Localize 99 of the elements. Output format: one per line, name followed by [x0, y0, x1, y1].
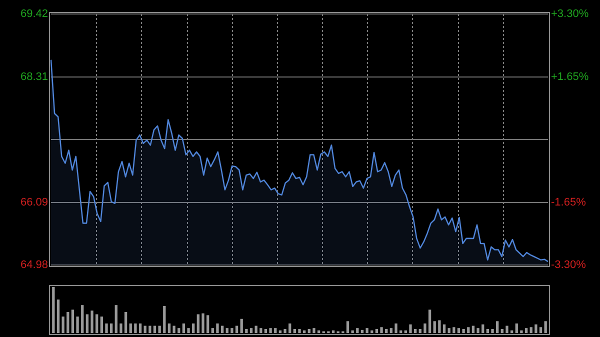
bar: [178, 328, 180, 333]
bar: [168, 323, 171, 333]
bar: [428, 310, 432, 333]
bar: [81, 305, 84, 333]
bar: [71, 310, 74, 333]
bar: [442, 324, 446, 333]
bar: [254, 326, 258, 333]
bar: [226, 328, 228, 333]
y2-tick-label: +1.65%: [551, 70, 589, 83]
bar: [240, 318, 243, 333]
bar: [366, 328, 368, 333]
bar: [515, 323, 518, 333]
y2-tick-label: -1.65%: [551, 196, 586, 208]
bar: [86, 314, 89, 333]
bar: [148, 326, 152, 333]
bar: [491, 328, 494, 333]
bar: [96, 314, 98, 333]
bar: [496, 321, 499, 333]
bar: [235, 326, 238, 333]
bar: [62, 316, 64, 333]
bar: [124, 312, 128, 333]
bar: [90, 310, 94, 333]
bar: [346, 321, 350, 333]
y-tick-label: 64.98: [20, 259, 48, 272]
y2-tick-label: +3.30%: [551, 8, 589, 20]
bar: [105, 323, 108, 333]
bar: [153, 326, 156, 333]
bar: [129, 323, 132, 333]
bar: [187, 328, 190, 333]
bar: [293, 328, 296, 333]
bar: [414, 328, 417, 333]
bar: [202, 313, 204, 333]
bar: [230, 328, 234, 333]
bar: [182, 323, 186, 333]
bar: [534, 324, 538, 333]
bar: [56, 300, 60, 333]
bar: [409, 324, 412, 333]
bar: [467, 327, 470, 333]
bar: [114, 305, 118, 333]
bar: [158, 326, 161, 333]
bar: [457, 328, 460, 333]
bar: [274, 328, 277, 333]
bar: [448, 328, 450, 333]
bar: [216, 323, 219, 333]
bar: [220, 326, 224, 333]
bar: [506, 326, 508, 333]
bar: [476, 328, 480, 333]
y-tick-label: 68.31: [20, 70, 48, 83]
bar: [433, 321, 436, 333]
bar: [120, 323, 122, 333]
y-tick-label: 69.42: [20, 8, 48, 20]
bar: [312, 328, 316, 333]
bar: [250, 328, 253, 333]
bar: [385, 328, 388, 333]
bar: [424, 323, 426, 333]
bar: [100, 316, 103, 333]
bar: [356, 328, 359, 333]
bar: [110, 323, 113, 333]
bar: [52, 287, 55, 333]
bar: [482, 324, 484, 333]
bar: [462, 328, 465, 333]
bar: [380, 327, 383, 333]
bar: [486, 328, 490, 333]
bar: [438, 320, 441, 333]
bar: [288, 323, 292, 333]
bar: [284, 328, 286, 333]
bar: [418, 328, 422, 333]
bar: [394, 323, 398, 333]
bar: [375, 328, 378, 333]
bar: [351, 330, 354, 333]
bar: [163, 306, 166, 333]
bar: [452, 327, 456, 333]
bar: [260, 328, 262, 333]
bar: [245, 328, 248, 333]
bar: [298, 328, 301, 333]
bar: [66, 312, 70, 333]
bar: [172, 326, 176, 333]
bar: [539, 327, 542, 333]
bar: [138, 323, 142, 333]
bar: [269, 328, 272, 333]
bar: [530, 327, 532, 333]
bar: [544, 321, 547, 333]
y-tick-label: 66.09: [20, 196, 48, 208]
bar: [360, 330, 364, 333]
bar: [308, 328, 310, 333]
bar: [196, 314, 200, 333]
bar: [206, 315, 210, 333]
bar: [144, 326, 146, 333]
bar: [500, 328, 504, 333]
y2-tick-label: -3.30%: [551, 259, 586, 272]
bar: [520, 330, 523, 333]
bar: [524, 328, 528, 333]
bar: [472, 326, 475, 333]
bar: [192, 323, 195, 333]
bar: [134, 323, 137, 333]
bar: [264, 328, 268, 333]
bar: [211, 328, 214, 333]
bar: [390, 328, 393, 333]
bar: [76, 316, 79, 333]
